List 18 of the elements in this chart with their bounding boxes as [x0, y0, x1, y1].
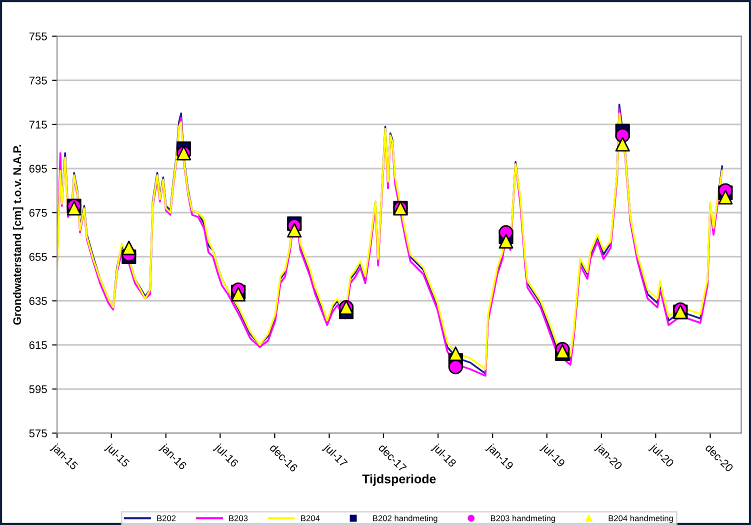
legend-label: B202 — [157, 515, 176, 522]
legend-label: B204 handmeting — [608, 515, 673, 523]
y-tick-label: 635 — [29, 297, 47, 305]
y-tick-label: 755 — [29, 32, 47, 40]
y-tick-label: 655 — [29, 252, 47, 261]
legend-label: B204 — [301, 515, 320, 522]
legend-label: B202 handmeting — [373, 515, 438, 523]
y-tick-label: 735 — [29, 76, 47, 84]
x-axis-title: Tijdsperiode — [362, 474, 436, 486]
legend-label: B203 handmeting — [490, 515, 556, 523]
legend-label: B203 — [229, 515, 248, 522]
y-tick-label: 675 — [29, 208, 47, 217]
y-axis-title: Grondwaterstand [cm] t.o.v. N.A.P. — [12, 144, 24, 325]
y-tick-label: 695 — [29, 164, 47, 173]
y-tick-label: 615 — [29, 341, 47, 350]
y-tick-label: 595 — [29, 385, 47, 394]
y-tick-label: 575 — [29, 430, 47, 438]
y-tick-label: 715 — [29, 120, 47, 129]
